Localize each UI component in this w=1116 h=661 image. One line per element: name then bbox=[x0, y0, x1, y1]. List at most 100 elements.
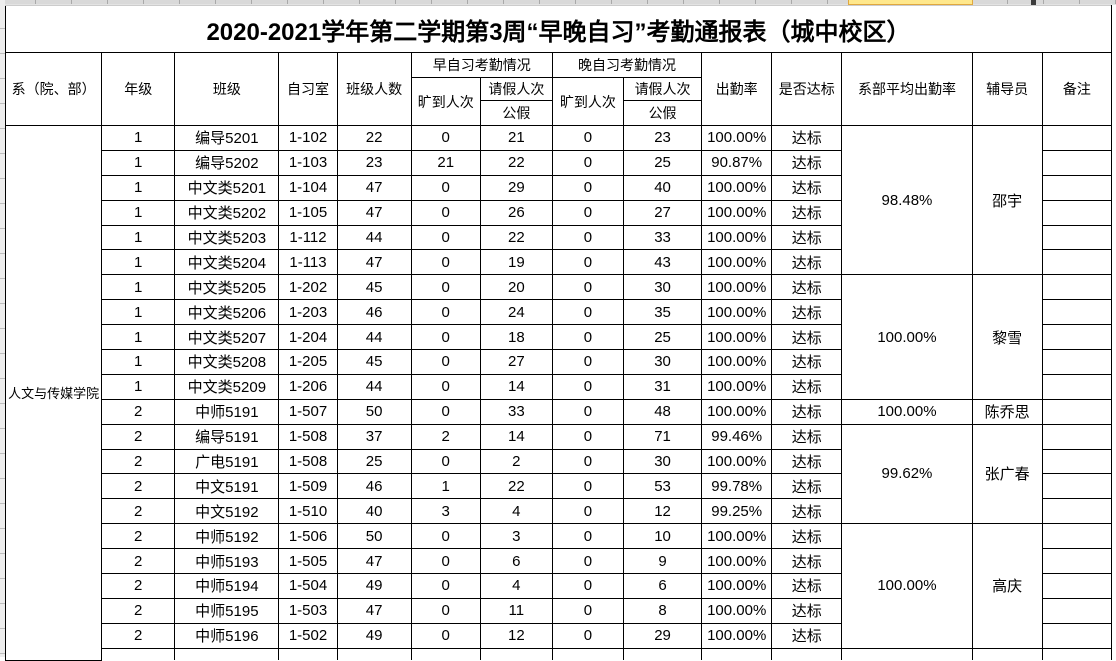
room-cell[interactable]: 1-206 bbox=[278, 373, 338, 400]
rate-cell[interactable]: 100.00% bbox=[701, 125, 773, 151]
remark-cell[interactable] bbox=[1041, 274, 1113, 301]
standard-cell[interactable]: 达标 bbox=[771, 274, 843, 301]
remark-cell[interactable] bbox=[1041, 174, 1113, 201]
remark-cell[interactable] bbox=[1041, 398, 1113, 425]
size-cell[interactable]: 47 bbox=[336, 249, 412, 276]
morning-leave-cell[interactable]: 14 bbox=[479, 423, 553, 450]
rate-cell[interactable]: 99.46% bbox=[701, 423, 773, 450]
class-cell[interactable]: 中文5192 bbox=[174, 498, 280, 525]
morning-leave-cell[interactable]: 24 bbox=[479, 299, 553, 326]
report-title[interactable]: 2020-2021学年第二学期第3周“早晚自习”考勤通报表（城中校区） bbox=[5, 5, 1112, 53]
evening-leave-cell[interactable]: 29 bbox=[622, 622, 703, 649]
evening-absent-cell[interactable]: 0 bbox=[551, 373, 625, 400]
remark-cell[interactable] bbox=[1041, 224, 1113, 251]
class-cell[interactable]: 中文类5204 bbox=[174, 249, 280, 276]
rate-cell[interactable]: 90.87% bbox=[701, 149, 773, 176]
grade-cell[interactable]: 2 bbox=[101, 398, 176, 425]
morning-leave-cell[interactable]: 29 bbox=[479, 174, 553, 201]
standard-cell[interactable]: 达标 bbox=[771, 373, 843, 400]
class-cell[interactable]: 中师5195 bbox=[174, 597, 280, 624]
remark-cell[interactable] bbox=[1041, 423, 1113, 450]
counselor-cell[interactable]: 邵宇 bbox=[971, 124, 1043, 276]
standard-cell[interactable]: 达标 bbox=[771, 224, 843, 251]
standard-cell[interactable]: 达标 bbox=[771, 597, 843, 624]
morning-absent-cell[interactable]: 0 bbox=[410, 174, 481, 201]
standard-cell[interactable]: 达标 bbox=[771, 622, 843, 649]
evening-absent-cell[interactable]: 0 bbox=[551, 174, 625, 201]
morning-leave-cell[interactable]: 4 bbox=[479, 498, 553, 525]
size-cell[interactable]: 45 bbox=[336, 274, 412, 301]
standard-cell[interactable]: 达标 bbox=[771, 423, 843, 450]
evening-leave-cell[interactable]: 9 bbox=[622, 548, 703, 575]
counselor-cell[interactable]: 张广春 bbox=[971, 423, 1043, 525]
standard-cell[interactable]: 达标 bbox=[771, 199, 843, 226]
size-cell[interactable]: 47 bbox=[336, 199, 412, 226]
rate-cell[interactable]: 100.00% bbox=[701, 523, 773, 550]
class-cell[interactable]: 中文类5201 bbox=[174, 174, 280, 201]
morning-absent-cell[interactable]: 0 bbox=[410, 373, 481, 400]
room-cell[interactable]: 1-506 bbox=[278, 523, 338, 550]
empty-cell[interactable] bbox=[410, 647, 481, 661]
evening-absent-cell[interactable]: 0 bbox=[551, 274, 625, 301]
morning-absent-cell[interactable]: 0 bbox=[410, 622, 481, 649]
class-cell[interactable]: 中文类5203 bbox=[174, 224, 280, 251]
size-cell[interactable]: 47 bbox=[336, 597, 412, 624]
room-cell[interactable]: 1-508 bbox=[278, 423, 338, 450]
remark-cell[interactable] bbox=[1041, 125, 1113, 151]
evening-absent-cell[interactable]: 0 bbox=[551, 199, 625, 226]
morning-leave-cell[interactable]: 19 bbox=[479, 249, 553, 276]
standard-cell[interactable]: 达标 bbox=[771, 149, 843, 176]
standard-cell[interactable]: 达标 bbox=[771, 448, 843, 475]
col-header-morning-absent[interactable]: 旷到人次 bbox=[410, 77, 481, 126]
counselor-cell[interactable]: 高庆 bbox=[971, 523, 1043, 649]
remark-cell[interactable] bbox=[1041, 199, 1113, 226]
room-cell[interactable]: 1-503 bbox=[278, 597, 338, 624]
avg-rate-cell[interactable]: 98.48% bbox=[841, 124, 973, 276]
evening-absent-cell[interactable]: 0 bbox=[551, 125, 625, 151]
standard-cell[interactable]: 达标 bbox=[771, 398, 843, 425]
grade-cell[interactable]: 1 bbox=[101, 324, 176, 351]
morning-leave-cell[interactable]: 2 bbox=[479, 448, 553, 475]
class-cell[interactable]: 编导5191 bbox=[174, 423, 280, 450]
class-cell[interactable]: 中文5191 bbox=[174, 473, 280, 500]
remark-cell[interactable] bbox=[1041, 249, 1113, 276]
counselor-cell[interactable]: 陈乔思 bbox=[971, 398, 1043, 425]
rate-cell[interactable]: 100.00% bbox=[701, 274, 773, 301]
morning-absent-cell[interactable]: 0 bbox=[410, 398, 481, 425]
class-cell[interactable]: 中师5196 bbox=[174, 622, 280, 649]
evening-leave-cell[interactable]: 10 bbox=[622, 523, 703, 550]
morning-absent-cell[interactable]: 0 bbox=[410, 324, 481, 351]
morning-leave-cell[interactable]: 33 bbox=[479, 398, 553, 425]
morning-leave-cell[interactable]: 3 bbox=[479, 523, 553, 550]
grade-cell[interactable]: 1 bbox=[101, 373, 176, 400]
evening-leave-cell[interactable]: 8 bbox=[622, 597, 703, 624]
evening-leave-cell[interactable]: 27 bbox=[622, 199, 703, 226]
rate-cell[interactable]: 100.00% bbox=[701, 548, 773, 575]
rate-cell[interactable]: 100.00% bbox=[701, 174, 773, 201]
remark-cell[interactable] bbox=[1041, 349, 1113, 375]
remark-cell[interactable] bbox=[1041, 498, 1113, 525]
room-cell[interactable]: 1-510 bbox=[278, 498, 338, 525]
rate-cell[interactable]: 100.00% bbox=[701, 249, 773, 276]
empty-cell[interactable] bbox=[278, 647, 338, 661]
size-cell[interactable]: 25 bbox=[336, 448, 412, 475]
remark-cell[interactable] bbox=[1041, 548, 1113, 575]
morning-leave-cell[interactable]: 26 bbox=[479, 199, 553, 226]
morning-absent-cell[interactable]: 0 bbox=[410, 548, 481, 575]
grade-cell[interactable]: 1 bbox=[101, 349, 176, 375]
standard-cell[interactable]: 达标 bbox=[771, 498, 843, 525]
size-cell[interactable]: 22 bbox=[336, 125, 412, 151]
remark-cell[interactable] bbox=[1041, 523, 1113, 550]
rate-cell[interactable]: 100.00% bbox=[701, 224, 773, 251]
col-header-avg[interactable]: 系部平均出勤率 bbox=[841, 52, 973, 126]
size-cell[interactable]: 50 bbox=[336, 523, 412, 550]
evening-absent-cell[interactable]: 0 bbox=[551, 523, 625, 550]
evening-absent-cell[interactable]: 0 bbox=[551, 398, 625, 425]
avg-rate-cell[interactable]: 100.00% bbox=[841, 523, 973, 649]
room-cell[interactable]: 1-104 bbox=[278, 174, 338, 201]
morning-leave-cell[interactable]: 20 bbox=[479, 274, 553, 301]
grade-cell[interactable]: 2 bbox=[101, 597, 176, 624]
class-cell[interactable]: 编导5201 bbox=[174, 125, 280, 151]
remark-cell[interactable] bbox=[1041, 597, 1113, 624]
morning-leave-cell[interactable]: 12 bbox=[479, 622, 553, 649]
